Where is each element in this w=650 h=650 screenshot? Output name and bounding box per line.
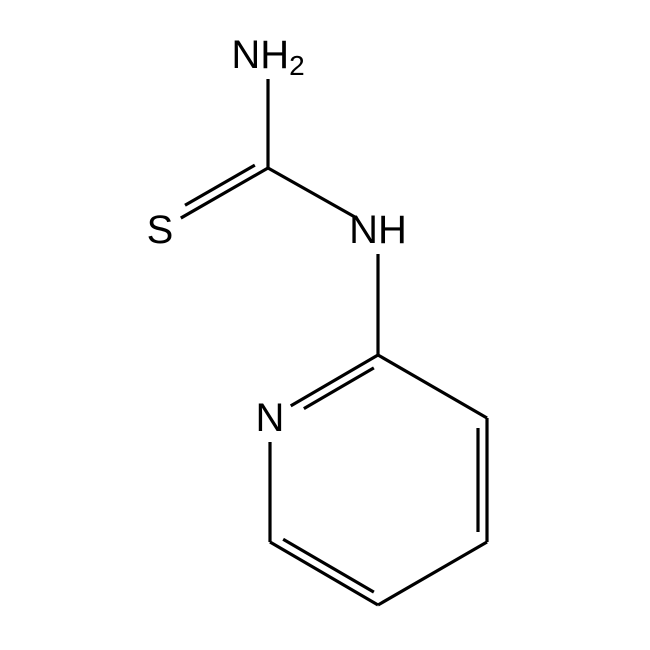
bonds-layer <box>181 79 487 605</box>
chemical-structure-diagram: S NH2 NH N <box>0 0 650 650</box>
atom-label-nh: NH <box>349 208 407 252</box>
bond <box>304 368 374 409</box>
bond <box>268 168 357 218</box>
atom-labels-layer: S NH2 NH N <box>147 33 407 440</box>
atom-label-npy: N <box>256 396 285 440</box>
bond <box>378 355 487 418</box>
bond <box>378 542 487 605</box>
bond <box>181 168 268 218</box>
atom-label-s: S <box>147 208 174 252</box>
bond <box>291 355 378 406</box>
bond <box>270 542 378 605</box>
atom-label-nh2: NH2 <box>231 33 304 81</box>
bond <box>283 539 374 592</box>
bond <box>185 165 255 205</box>
